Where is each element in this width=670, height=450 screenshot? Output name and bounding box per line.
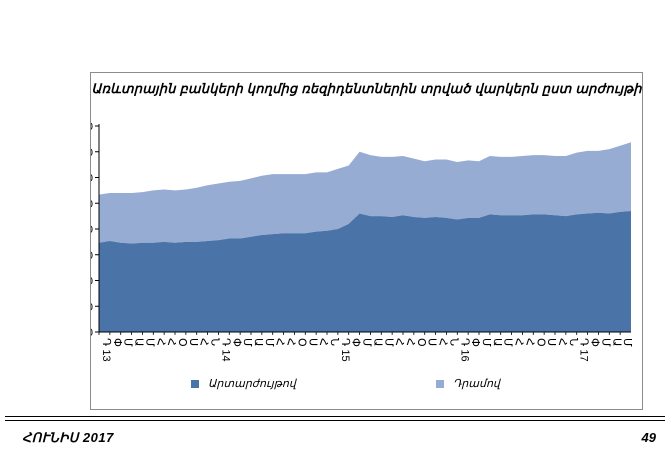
x-tick-label: Փ bbox=[230, 338, 242, 347]
x-tick-label: Հ bbox=[154, 338, 166, 346]
x-tick-label: Օ bbox=[415, 338, 427, 347]
legend-label-series-2: Դրամով bbox=[453, 378, 500, 390]
x-tick-label: Օ bbox=[534, 338, 546, 347]
y-tick-label: 2,400,000 bbox=[91, 121, 93, 133]
x-tick-label: Փ bbox=[589, 338, 601, 347]
x-tick-label: Մ bbox=[122, 338, 134, 347]
x-tick-label: Դ 13 bbox=[100, 338, 112, 362]
y-tick-label: 1,200,000 bbox=[91, 224, 93, 236]
x-tick-label: Մ bbox=[361, 338, 373, 347]
x-tick-label: Ա bbox=[252, 338, 264, 346]
x-tick-label: Հ bbox=[523, 338, 535, 346]
x-tick-label: Հ bbox=[165, 338, 177, 346]
footer-issue-date: ՀՈՒՆԻՍ 2017 bbox=[22, 430, 114, 445]
y-tick-label: 1,800,000 bbox=[91, 173, 93, 185]
x-tick-label: Մ bbox=[263, 338, 275, 347]
x-tick-label: Դ 16 bbox=[458, 338, 470, 362]
legend: Արտարժույթով Դրամով bbox=[91, 377, 642, 395]
x-tick-label: Օ bbox=[295, 338, 307, 347]
x-tick-label: Մ bbox=[382, 338, 394, 347]
x-tick-label: Փ bbox=[469, 338, 481, 347]
chart-title: Առևտրային բանկերի կողմից ռեզիդենտներին տ… bbox=[91, 81, 642, 96]
footer-rule bbox=[5, 416, 665, 417]
x-tick-label: Հ bbox=[404, 338, 416, 346]
y-tick-label: 2,100,000 bbox=[91, 147, 93, 159]
x-tick-label: Ն bbox=[567, 338, 579, 346]
x-tick-label: Ա bbox=[610, 338, 622, 346]
area-series-1 bbox=[99, 210, 631, 332]
y-tick-label: 900,000 bbox=[91, 250, 93, 262]
x-tick-label: Մ bbox=[599, 338, 611, 347]
x-tick-label: Մ bbox=[480, 338, 492, 347]
x-tick-label: Ա bbox=[133, 338, 145, 346]
x-tick-label: Փ bbox=[111, 338, 123, 347]
x-tick-label: Հ bbox=[317, 338, 329, 346]
x-tick-label: Ն bbox=[209, 338, 221, 346]
page-number: 49 bbox=[641, 430, 656, 445]
x-tick-label: Հ bbox=[198, 338, 210, 346]
x-tick-label: Մ bbox=[502, 338, 514, 347]
x-tick-label: Դ 17 bbox=[578, 338, 590, 362]
x-tick-label: Հ bbox=[285, 338, 297, 346]
x-tick-label: Մ bbox=[621, 338, 633, 347]
x-tick-label: Ա bbox=[371, 338, 383, 346]
x-tick-label: Ս bbox=[306, 338, 318, 346]
x-tick-label: Հ bbox=[513, 338, 525, 346]
x-tick-label: Մ bbox=[241, 338, 253, 347]
chart-frame: Առևտրային բանկերի կողմից ռեզիդենտներին տ… bbox=[90, 72, 643, 410]
x-tick-label: Օ bbox=[176, 338, 188, 347]
x-tick-label: Հ bbox=[393, 338, 405, 346]
legend-swatch-series-2 bbox=[436, 379, 444, 388]
footer-rule bbox=[5, 420, 665, 421]
x-tick-label: Մ bbox=[143, 338, 155, 347]
x-tick-label: Ա bbox=[491, 338, 503, 346]
y-tick-label: 300,000 bbox=[91, 301, 93, 313]
x-tick-label: Ն bbox=[447, 338, 459, 346]
legend-item-series-1: Արտարժույթով bbox=[191, 377, 296, 390]
legend-item-series-2: Դրամով bbox=[436, 377, 500, 390]
x-tick-label: Փ bbox=[350, 338, 362, 347]
legend-swatch-series-1 bbox=[191, 379, 199, 388]
x-tick-label: Ս bbox=[187, 338, 199, 346]
y-tick-label: 0 bbox=[91, 327, 93, 339]
x-tick-label: Հ bbox=[437, 338, 449, 346]
x-tick-label: Ն bbox=[328, 338, 340, 346]
y-tick-label: 600,000 bbox=[91, 276, 93, 288]
x-tick-label: Հ bbox=[556, 338, 568, 346]
x-tick-label: Դ 15 bbox=[339, 338, 351, 362]
chart-plot: 0 300,000 600,000 900,000 1,200,000 1,500,000… bbox=[91, 121, 633, 362]
x-tick-label: Ս bbox=[545, 338, 557, 346]
area-series-2 bbox=[99, 142, 631, 244]
y-tick-label: 1,500,000 bbox=[91, 198, 93, 210]
x-tick-label: Դ 14 bbox=[219, 338, 231, 362]
legend-label-series-1: Արտարժույթով bbox=[208, 378, 296, 390]
x-tick-label: Ս bbox=[426, 338, 438, 346]
x-tick-label: Հ bbox=[274, 338, 286, 346]
